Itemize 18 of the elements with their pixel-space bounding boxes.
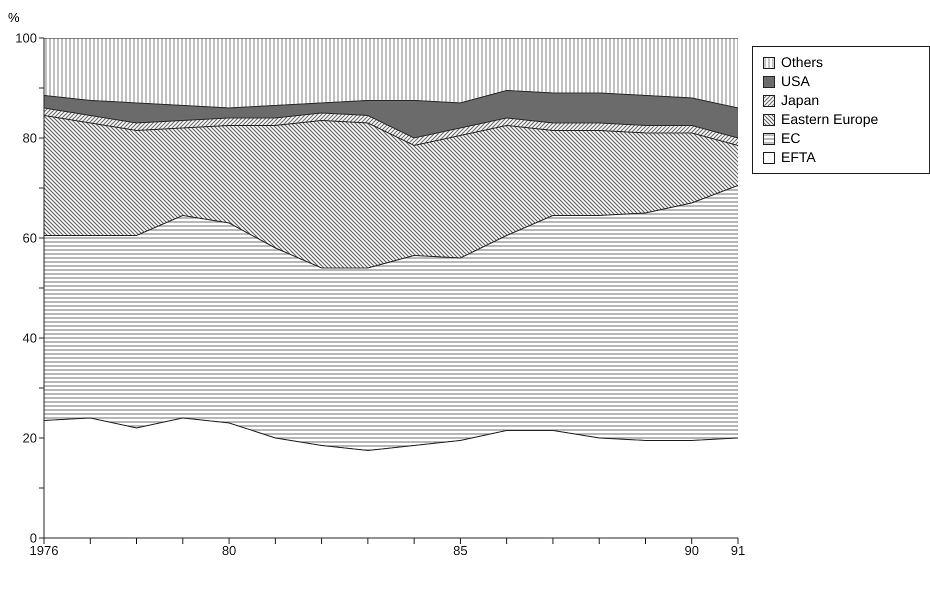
x-tick-label: 80: [222, 543, 236, 558]
y-axis-title: %: [8, 10, 20, 25]
text: EFTA: [781, 148, 816, 167]
text: USA: [781, 72, 810, 91]
x-tick-label: 85: [453, 543, 468, 558]
y-tick-label: 0: [30, 530, 37, 546]
text: Others: [781, 53, 824, 72]
y-tick-label: 80: [22, 130, 37, 146]
text: Japan: [781, 91, 820, 110]
y-tick-label: 40: [22, 330, 37, 346]
x-tick-label: 1976: [30, 543, 58, 558]
y-tick-label: 100: [15, 30, 37, 46]
text: Eastern Europe: [781, 110, 878, 129]
x-tick-label: 90: [684, 543, 699, 558]
y-tick-label: 20: [22, 430, 37, 446]
text: EC: [781, 129, 800, 148]
x-tick-label: 91: [730, 543, 746, 558]
y-tick-label: 60: [22, 230, 37, 246]
